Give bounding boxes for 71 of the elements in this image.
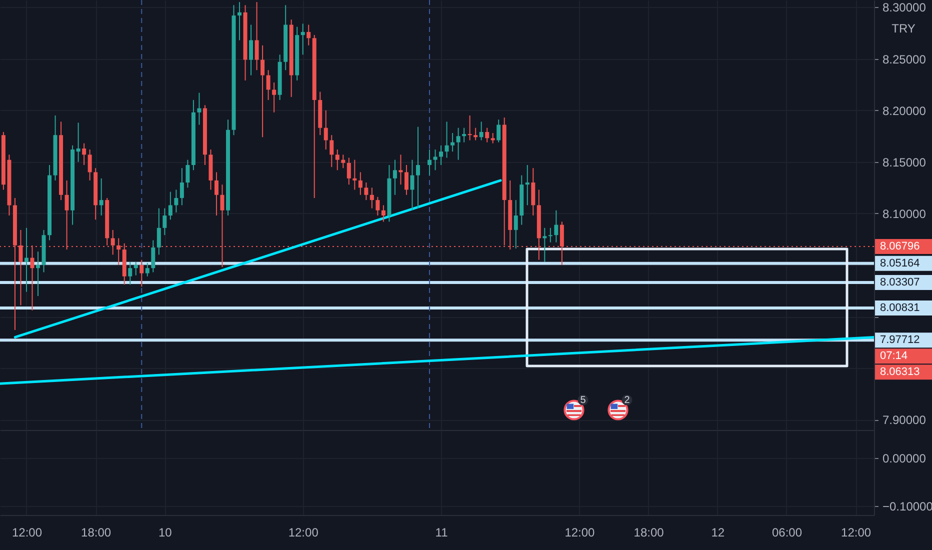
candlestick <box>156 208 161 256</box>
candlestick <box>381 204 386 222</box>
ref-line-label: 8.03307 <box>880 276 920 288</box>
candlestick <box>214 172 218 216</box>
candlestick <box>145 262 150 277</box>
candlestick <box>352 159 357 190</box>
candlestick <box>151 240 156 273</box>
candlestick <box>180 168 184 206</box>
candlestick <box>398 154 403 186</box>
annotation: 5 <box>580 395 586 406</box>
x-tick-label: 12:00 <box>841 526 872 540</box>
candlestick <box>306 24 311 46</box>
candlestick <box>88 149 92 181</box>
y-axis-title: TRY <box>892 22 916 36</box>
ref-line-label: 8.05164 <box>880 257 920 270</box>
y-tick-label: 8.20000 <box>882 104 926 118</box>
candlestick <box>24 227 28 292</box>
ref-line-label: 8.06796 <box>880 240 920 252</box>
candlestick <box>36 251 40 296</box>
annotation: 2 <box>624 395 630 406</box>
candlestick <box>254 2 259 71</box>
ref-line-label: 8.00831 <box>880 302 920 314</box>
x-tick-label: 06:00 <box>772 526 802 540</box>
candlestick <box>174 189 178 213</box>
candlestick <box>168 191 172 220</box>
candlestick <box>76 122 80 162</box>
candlestick <box>186 159 190 188</box>
candlestick <box>249 24 254 76</box>
candlestick <box>358 172 362 196</box>
candlestick <box>335 149 340 171</box>
x-tick-label: 12 <box>711 526 725 540</box>
x-tick-label: 10 <box>158 526 172 540</box>
x-tick-label: 12:00 <box>564 526 596 540</box>
y-tick-label: −0.10000 <box>882 499 932 514</box>
candlestick <box>392 159 397 196</box>
y-tick-label: 8.30000 <box>882 0 926 15</box>
candlestick <box>376 196 380 216</box>
candlestick <box>238 2 242 41</box>
ref-line-label: 7.97712 <box>880 334 920 346</box>
candlestick <box>99 178 104 216</box>
candlestick <box>364 182 368 201</box>
candlestick <box>370 187 374 209</box>
candlestick <box>330 134 334 168</box>
candlestick <box>272 82 276 113</box>
candlestick <box>410 159 414 211</box>
candlestick <box>260 44 265 138</box>
x-tick-label: 11 <box>435 526 448 540</box>
x-tick-label: 18:00 <box>81 526 112 540</box>
candlestick <box>300 23 305 56</box>
x-tick-label: 18:00 <box>634 526 664 540</box>
y-tick-label: 8.10000 <box>882 206 926 221</box>
candlestick <box>162 208 167 236</box>
candlestick <box>341 154 346 169</box>
candlestick <box>416 126 420 209</box>
candlestick <box>128 261 132 286</box>
candlestick <box>404 164 408 196</box>
x-tick-label: 12:00 <box>288 526 319 540</box>
candlestick <box>266 70 270 101</box>
text: 07:14 <box>880 350 908 362</box>
y-tick-label: 0.00000 <box>882 451 926 466</box>
candlestick <box>134 261 138 276</box>
x-tick-label: 12:00 <box>12 526 42 540</box>
text: 8.06313 <box>880 366 920 378</box>
candlestick <box>324 110 328 150</box>
candlestick <box>140 259 144 288</box>
candlestick <box>197 92 202 126</box>
candlestick <box>346 157 351 186</box>
y-tick-label: 8.15000 <box>882 155 926 170</box>
y-tick-label: 7.90000 <box>882 413 926 428</box>
candlestick <box>82 142 86 166</box>
y-tick-label: 8.25000 <box>882 52 926 66</box>
